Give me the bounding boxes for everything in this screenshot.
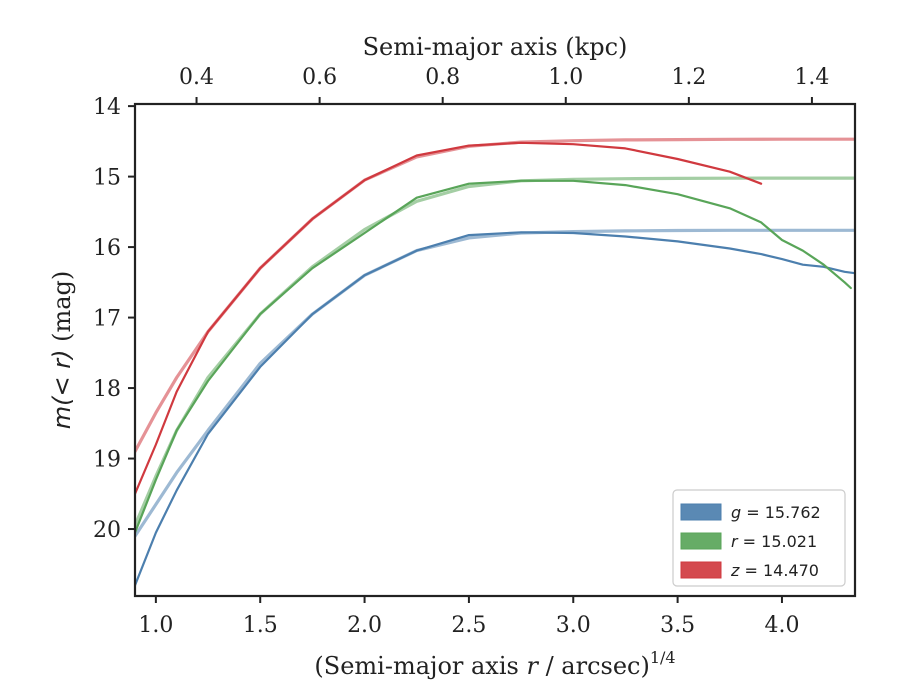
y-tick-label: 19 [93,448,121,473]
x-tick-label: 3.0 [556,613,591,638]
plot-frame [133,102,857,598]
series-line-z-data [135,141,763,495]
legend-label: z = 14.470 [730,561,819,580]
y-axis-title: m(< r) (mag) [48,271,76,430]
x-tick-label: 1.0 [138,613,173,638]
top-x-tick-label: 1.2 [671,65,706,90]
x-tick-label: 2.5 [451,613,486,638]
top-x-tick-label: 0.6 [302,65,337,90]
y-tick-label: 20 [93,518,121,543]
x-tick-label: 2.0 [347,613,382,638]
legend-swatch [680,561,722,579]
y-tick-label: 16 [93,236,121,261]
top-axis-title: Semi-major axis (kpc) [363,33,628,61]
legend-label: r = 15.021 [731,532,817,551]
top-x-tick-label: 0.4 [179,65,214,90]
top-x-tick-label: 1.0 [548,65,583,90]
legend-swatch [680,503,722,521]
series-line-g-model [135,228,855,538]
ticks-layer: 1.0 1.5 2.0 2.5 3.0 3.5 4.0 14 15 16 17 18 19 20 0.4 0.… [93,65,829,638]
y-tick-label: 18 [93,377,121,402]
x-tick-label: 3.5 [660,613,695,638]
top-x-tick-label: 0.8 [425,65,460,90]
y-tick-label: 17 [93,307,121,332]
y-tick-label: 14 [93,95,121,120]
legend: g = 15.762 r = 15.021 z = 14.470 [672,489,846,587]
top-x-tick-label: 1.4 [794,65,829,90]
x-tick-label: 1.5 [243,613,278,638]
series-layer [135,137,855,587]
x-tick-label: 4.0 [764,613,799,638]
x-axis-title: (Semi-major axis r / arcsec)1/4 [314,648,675,680]
y-tick-label: 15 [93,166,121,191]
legend-swatch [680,532,722,550]
series-line-r-data [135,179,852,534]
legend-label: g = 15.762 [731,503,821,522]
series-line-g-data [135,231,855,587]
